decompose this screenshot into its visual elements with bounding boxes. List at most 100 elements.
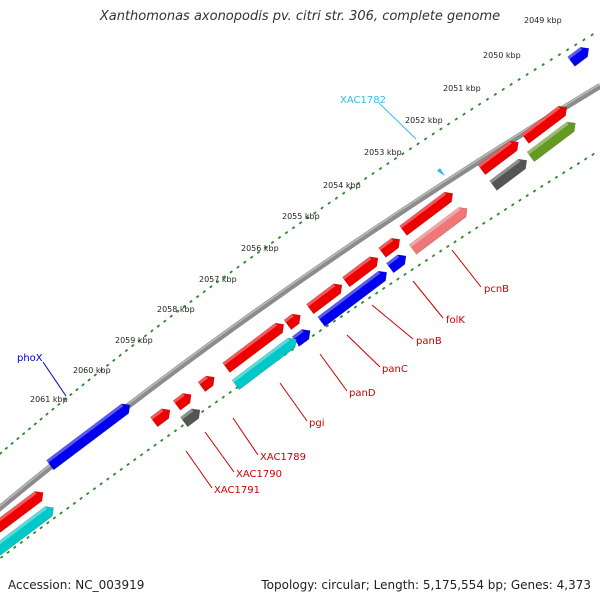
scale-labels: 2049 kbp 2050 kbp 2051 kbp 2052 kbp 2053…	[30, 16, 562, 404]
scale-tick	[477, 102, 482, 106]
scale-label: 2057 kbp	[199, 275, 237, 284]
gene-label-pand[interactable]: panD	[349, 388, 376, 399]
scale-tick	[256, 250, 261, 255]
gene-red-2057[interactable]	[306, 280, 345, 315]
gene-label-folk[interactable]: folK	[446, 315, 465, 326]
scale-tick	[396, 277, 400, 281]
gene-blue-2050[interactable]	[567, 44, 593, 67]
gene-label-panb[interactable]: panB	[416, 336, 442, 347]
scale-tick	[93, 373, 97, 377]
gene-folk[interactable]	[386, 251, 409, 274]
gene-red-xac1791[interactable]	[150, 405, 173, 428]
scale-tick	[360, 300, 365, 305]
scale-tick	[424, 258, 429, 263]
gene-phox[interactable]	[46, 400, 133, 471]
genome-summary: Topology: circular; Length: 5,175,554 bp…	[261, 578, 591, 592]
scale-tick	[533, 67, 537, 72]
leader-panb	[371, 304, 414, 340]
scale-tick	[207, 405, 212, 409]
scale-tick	[565, 48, 570, 52]
gene-olive[interactable]	[526, 118, 579, 162]
gene-red-2056[interactable]	[342, 253, 381, 288]
scale-tick	[557, 53, 562, 57]
scale-tick	[356, 181, 361, 186]
scale-ticks-outer	[0, 33, 594, 455]
scale-tick	[52, 516, 57, 520]
leader-panc	[346, 334, 381, 368]
scale-tick	[10, 441, 14, 446]
scale-tick	[249, 255, 254, 259]
scale-tick	[270, 240, 275, 245]
gene-label-panc[interactable]: panC	[382, 364, 408, 375]
gene-red-2054[interactable]	[399, 189, 457, 236]
map-title: Xanthomonas axonopodis pv. citri str. 30…	[99, 9, 501, 24]
scale-tick	[202, 290, 206, 294]
gene-gray-2052[interactable]	[489, 156, 531, 191]
gene-red-2058[interactable]	[283, 310, 304, 330]
scale-tick	[554, 175, 559, 179]
scale-tick	[408, 147, 413, 151]
gene-label-xac1791[interactable]: XAC1791	[214, 485, 260, 496]
gene-red-2055[interactable]	[378, 235, 404, 258]
scale-tick	[503, 207, 508, 212]
scale-tick	[334, 196, 339, 200]
scale-tick	[26, 535, 30, 540]
gene-red-left[interactable]	[0, 488, 47, 533]
scale-tick	[105, 363, 110, 367]
scale-tick	[156, 324, 161, 328]
scale-label: 2061 kbp	[30, 395, 68, 404]
scale-tick	[501, 87, 505, 92]
scale-tick	[45, 412, 49, 416]
leader-xac1790	[204, 431, 235, 473]
scale-tick	[510, 203, 515, 207]
gene-red-xac1790[interactable]	[172, 390, 195, 411]
scale-tick	[349, 186, 353, 190]
scale-tick	[305, 216, 310, 220]
scale-tick	[0, 555, 4, 559]
scale-label: 2060 kbp	[73, 366, 111, 375]
scale-tick	[0, 451, 3, 455]
gene-label-xac1782[interactable]: XAC1782	[340, 95, 386, 106]
gene-label-phox[interactable]: phoX	[17, 353, 43, 364]
scale-tick	[509, 82, 513, 87]
gene-red-2051[interactable]	[521, 103, 571, 144]
gene-label-pgi[interactable]: pgi	[309, 418, 324, 429]
accession-label: Accession: NC_003919	[8, 578, 145, 592]
scale-tick	[209, 285, 213, 289]
gene-red-2059[interactable]	[222, 320, 288, 373]
gene-panb[interactable]	[317, 268, 391, 327]
scale-label: 2054 kbp	[323, 181, 361, 190]
scale-tick	[467, 230, 472, 235]
scale-tick	[417, 263, 421, 267]
gene-pcnb[interactable]	[408, 204, 471, 255]
scale-tick	[180, 424, 184, 428]
scale-tick	[374, 291, 379, 295]
scale-tick	[313, 211, 317, 215]
xac1782-marker	[437, 168, 445, 176]
scale-label: 2058 kbp	[157, 305, 195, 314]
scale-tick	[389, 282, 393, 286]
gene-red-2060[interactable]	[197, 372, 218, 392]
scale-tick	[46, 521, 50, 525]
gene-cyan-left[interactable]	[0, 503, 57, 558]
scale-tick	[493, 92, 498, 97]
gene-gray-xac1789[interactable]	[180, 405, 203, 428]
scale-tick	[200, 409, 205, 414]
scale-tick	[243, 260, 247, 264]
gene-pand-pgi[interactable]	[231, 334, 300, 391]
scale-tick	[582, 38, 586, 42]
scale-tick	[27, 427, 32, 431]
gene-label-xac1789[interactable]: XAC1789	[260, 452, 306, 463]
scale-tick	[39, 526, 43, 530]
gene-panc[interactable]	[291, 326, 314, 347]
gene-label-xac1790[interactable]: XAC1790	[236, 469, 282, 480]
scale-tick	[540, 184, 544, 189]
scale-tick	[482, 221, 486, 225]
scale-tick	[106, 477, 110, 481]
scale-tick	[124, 348, 129, 353]
gene-label-pcnb[interactable]: pcnB	[484, 284, 509, 295]
gene-red-2052[interactable]	[477, 137, 522, 175]
scale-tick	[339, 314, 344, 319]
scale-tick	[143, 334, 148, 338]
